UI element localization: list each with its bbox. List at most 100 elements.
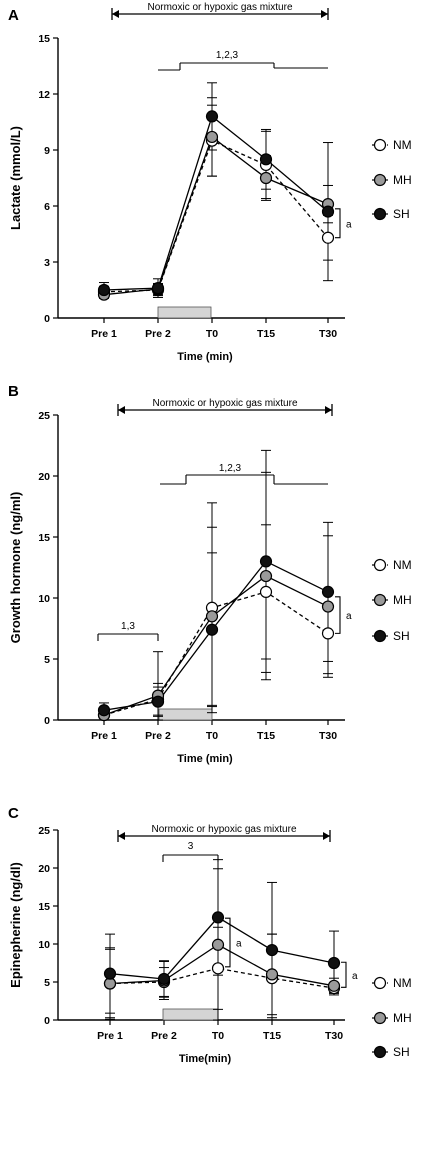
legend-label: SH (393, 207, 410, 221)
gas-period-box (157, 306, 212, 319)
series-mh-points (97, 569, 335, 722)
legend-label: NM (393, 976, 412, 990)
legend-marker (373, 629, 387, 643)
x-tick-label: T0 (206, 730, 218, 742)
y-tick-label: 20 (38, 863, 50, 875)
data-point (327, 956, 341, 970)
data-point (265, 943, 279, 957)
x-tick-label: T30 (319, 730, 337, 742)
y-tick-label: 25 (38, 410, 50, 422)
sig-bracket-label: 3 (188, 841, 194, 852)
data-point (157, 972, 171, 986)
x-tick-label: Pre 1 (91, 730, 117, 742)
y-tick-label: 5 (44, 654, 50, 666)
gas-mixture-label: Normoxic or hypoxic gas mixture (147, 2, 292, 13)
chart-panel-a: A Normoxic or hypoxic gas mixture 0 3 6 9 12 15… (8, 2, 412, 363)
gas-arrowhead-right (323, 832, 330, 840)
x-tick-label: Pre 2 (145, 328, 171, 340)
series-sh (105, 859, 339, 1019)
data-point (205, 610, 219, 623)
legend-label: MH (393, 1011, 412, 1025)
series-line (109, 967, 335, 989)
gas-arrowhead-left (112, 10, 119, 18)
y-tick-label: 15 (38, 901, 50, 913)
series-line (103, 575, 329, 716)
legend-item-mh: MH (372, 1011, 412, 1025)
legend-marker (373, 1011, 387, 1025)
x-axis-label: Time(min) (179, 1053, 232, 1065)
data-point (321, 600, 335, 613)
series-line (103, 139, 329, 293)
data-point (205, 110, 219, 123)
gas-mixture-label: Normoxic or hypoxic gas mixture (152, 398, 297, 409)
legend-marker (373, 593, 387, 607)
data-point (211, 911, 225, 924)
legend-marker (373, 1045, 387, 1059)
data-point (97, 704, 111, 717)
y-axis-label: Growth hormone (ng/ml) (8, 492, 23, 644)
series-mh (99, 97, 333, 299)
x-tick-label: T0 (212, 1030, 224, 1042)
x-axis-label: Time (min) (177, 753, 233, 765)
data-point (321, 627, 335, 640)
gas-period-box (162, 1008, 219, 1021)
gas-arrowhead-left (118, 832, 125, 840)
y-tick-label: 6 (44, 201, 50, 213)
data-point (259, 555, 273, 568)
legend-item-nm: NM (372, 138, 412, 152)
side-bracket (225, 917, 231, 968)
data-point (259, 569, 273, 583)
legend-marker (373, 207, 387, 221)
y-tick-label: 15 (38, 532, 50, 544)
series-sh-points (97, 110, 335, 297)
x-tick-label: T15 (263, 1030, 281, 1042)
series-sh-points (97, 555, 335, 717)
y-tick-label: 0 (44, 1015, 50, 1027)
y-axis-label: Lactate (mmol/L) (8, 126, 23, 230)
data-point (211, 938, 225, 951)
legend-item-sh: SH (372, 207, 410, 221)
series-nm-points (97, 134, 335, 298)
y-tick-label: 0 (44, 715, 50, 727)
y-tick-label: 10 (38, 593, 50, 605)
sig-bracket-label: 1,3 (121, 621, 135, 632)
y-tick-label: 15 (38, 33, 50, 45)
side-bracket-label: a (346, 219, 352, 230)
data-point (205, 623, 219, 636)
y-tick-label: 25 (38, 825, 50, 837)
data-point (259, 585, 273, 599)
sig-bracket-label: 1,2,3 (216, 50, 239, 61)
data-point (265, 968, 279, 981)
data-point (205, 130, 219, 144)
side-bracket-label: a (236, 938, 242, 949)
legend-item-sh: SH (372, 1045, 410, 1059)
data-point (321, 231, 335, 244)
series-mh (99, 471, 333, 721)
series-nm-points (103, 962, 341, 995)
y-tick-label: 0 (44, 313, 50, 325)
chart-panel-c: C Normoxic or hypoxic gas mixture 0 5 10 15 20… (8, 805, 412, 1065)
x-tick-label: T0 (206, 328, 218, 340)
y-tick-label: 20 (38, 471, 50, 483)
x-tick-label: T30 (325, 1030, 343, 1042)
side-bracket (341, 961, 347, 988)
series-mh-points (97, 130, 335, 301)
gas-arrowhead-right (321, 10, 328, 18)
gas-arrowhead-left (118, 406, 125, 414)
legend-marker (373, 976, 387, 990)
legend-marker (373, 173, 387, 187)
data-point (211, 962, 225, 975)
series-nm-points (97, 585, 335, 722)
panel-letter: A (8, 7, 19, 24)
x-tick-label: Pre 1 (97, 1030, 123, 1042)
x-tick-label: T30 (319, 328, 337, 340)
legend-label: NM (393, 558, 412, 572)
y-tick-label: 5 (44, 977, 50, 989)
data-point (327, 979, 341, 992)
data-point (321, 585, 335, 599)
y-tick-label: 3 (44, 257, 50, 269)
legend-label: SH (393, 629, 410, 643)
x-tick-label: Pre 2 (145, 730, 171, 742)
gas-mixture-label: Normoxic or hypoxic gas mixture (151, 824, 296, 835)
